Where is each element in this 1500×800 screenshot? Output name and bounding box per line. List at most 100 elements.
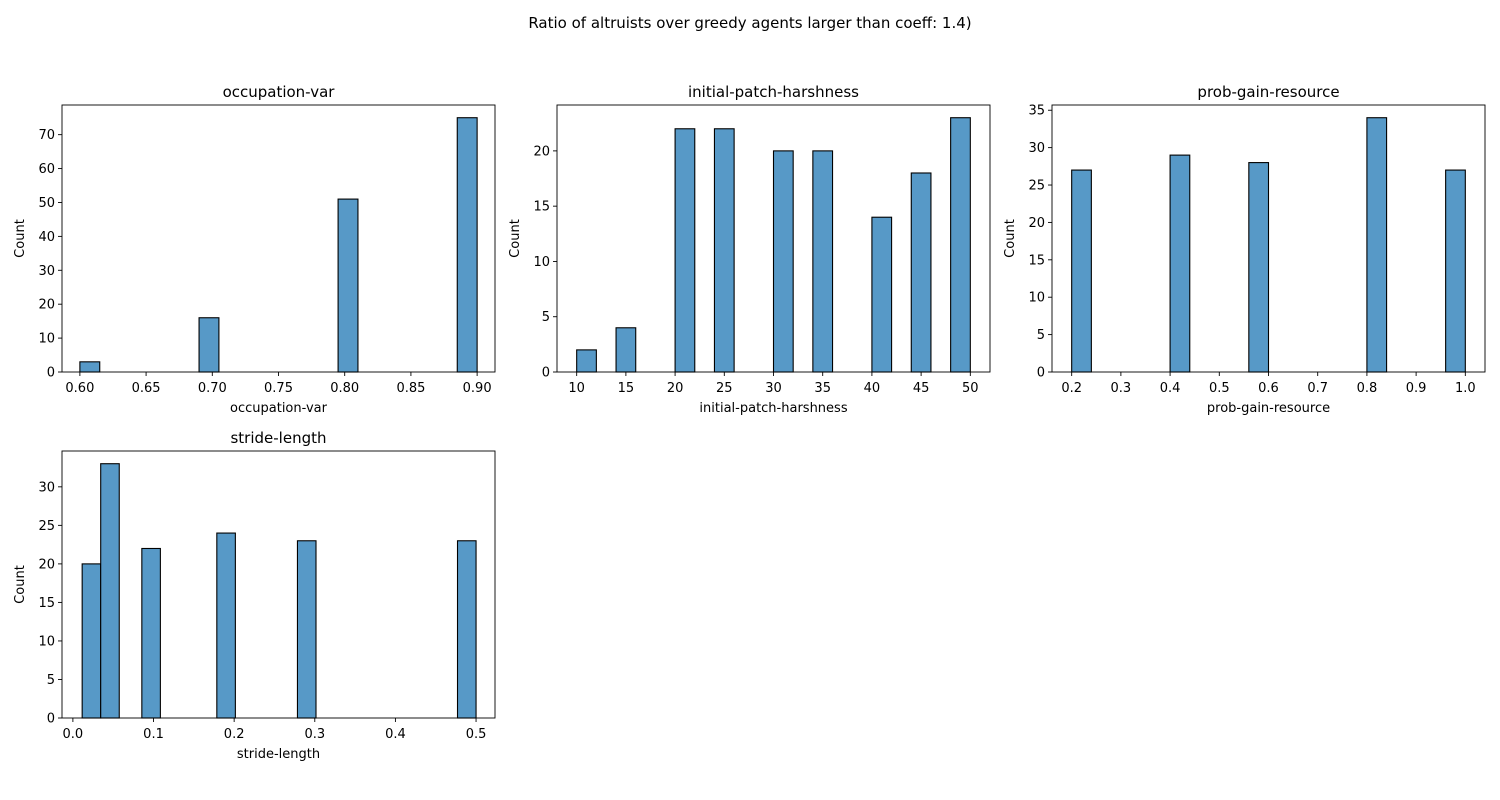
y-tick-label: 10 [1028, 291, 1045, 306]
x-tick-label: 0.4 [1160, 381, 1181, 396]
y-tick-label: 60 [38, 162, 55, 177]
histogram-bar [713, 128, 735, 373]
y-tick-label: 30 [1028, 141, 1045, 156]
figure-suptitle: Ratio of altruists over greedy agents la… [528, 14, 971, 32]
x-axis-label: occupation-var [230, 401, 328, 416]
x-tick-label: 0.75 [264, 381, 293, 396]
histogram-bar [100, 463, 120, 719]
x-tick-label: 50 [962, 381, 979, 396]
histogram-bar [296, 540, 317, 719]
y-tick-label: 0 [542, 366, 550, 381]
y-axis-label: Count [13, 565, 28, 604]
x-tick-label: 0.3 [1111, 381, 1132, 396]
x-tick-label: 30 [765, 381, 782, 396]
axes-frame [61, 450, 496, 719]
histogram-bar [576, 349, 597, 373]
x-tick-label: 0.2 [224, 727, 245, 742]
subplot-title: stride-length [230, 429, 326, 447]
histogram-bar [1169, 154, 1191, 373]
y-tick-label: 0 [1037, 366, 1045, 381]
y-tick-label: 0 [47, 366, 55, 381]
subplot-1: 0.60 0.65 0.70 0.75 0.80 0.85 0.90 0 10 20 30 40 50 6… [13, 83, 496, 416]
histogram-bar [1366, 117, 1388, 373]
y-tick-label: 0 [47, 712, 55, 727]
histogram-bar [81, 563, 102, 719]
x-tick-label: 0.85 [396, 381, 425, 396]
histogram-bar [812, 150, 834, 373]
x-tick-label: 10 [568, 381, 585, 396]
y-tick-label: 10 [38, 634, 55, 649]
histogram-bar [772, 150, 794, 373]
histogram-bar [337, 198, 359, 373]
histogram-bar [674, 128, 696, 373]
y-tick-label: 70 [38, 128, 55, 143]
x-tick-label: 0.6 [1258, 381, 1279, 396]
y-tick-label: 15 [1028, 253, 1045, 268]
x-tick-label: 0.65 [132, 381, 161, 396]
y-tick-label: 40 [38, 230, 55, 245]
y-tick-label: 15 [38, 596, 55, 611]
x-tick-label: 0.8 [1357, 381, 1378, 396]
x-tick-label: 0.5 [466, 727, 487, 742]
x-axis-label: prob-gain-resource [1207, 401, 1330, 416]
x-tick-label: 0.2 [1061, 381, 1082, 396]
y-tick-label: 35 [1028, 104, 1045, 119]
subplot-4: 0.0 0.1 0.2 0.3 0.4 0.5 0 5 10 15 20 25 30 stride-len… [13, 429, 496, 762]
x-tick-label: 0.60 [65, 381, 94, 396]
histogram-bar [216, 532, 236, 719]
subplot-2: 10 15 20 25 30 35 40 45 50 0 5 10 15 20 initial-patch-… [508, 83, 991, 416]
y-tick-label: 10 [38, 332, 55, 347]
y-tick-label: 5 [542, 310, 550, 325]
subplots: 0.60 0.65 0.70 0.75 0.80 0.85 0.90010203040506… [13, 83, 1486, 762]
y-tick-label: 25 [38, 519, 55, 534]
histogram-bar [456, 540, 477, 719]
y-tick-label: 30 [38, 480, 55, 495]
x-tick-label: 15 [618, 381, 635, 396]
histogram-bar [615, 327, 637, 373]
x-tick-label: 0.5 [1209, 381, 1230, 396]
histogram-bar [1071, 169, 1092, 373]
x-tick-label: 0.3 [304, 727, 325, 742]
y-axis-label: Count [508, 219, 523, 258]
x-tick-label: 0.80 [330, 381, 359, 396]
histogram-bar [456, 117, 478, 373]
y-tick-label: 25 [1028, 179, 1045, 194]
x-tick-label: 0.90 [463, 381, 492, 396]
y-tick-label: 30 [38, 264, 55, 279]
x-tick-label: 0.0 [63, 727, 84, 742]
subplot-title: initial-patch-harshness [688, 83, 859, 101]
y-tick-label: 5 [47, 673, 55, 688]
y-tick-label: 15 [533, 200, 550, 215]
y-tick-label: 20 [38, 557, 55, 572]
x-tick-label: 0.4 [385, 727, 406, 742]
y-tick-label: 10 [533, 255, 550, 270]
histogram-bar [79, 361, 101, 373]
histogram-bar [1248, 162, 1270, 373]
y-tick-label: 20 [38, 298, 55, 313]
histogram-bar [950, 117, 971, 373]
x-tick-label: 0.9 [1406, 381, 1427, 396]
histogram-bar [141, 547, 161, 719]
histogram-bar [198, 317, 220, 373]
y-tick-label: 20 [1028, 216, 1045, 231]
x-tick-label: 45 [913, 381, 930, 396]
subplot-title: prob-gain-resource [1197, 83, 1339, 101]
x-tick-label: 0.70 [198, 381, 227, 396]
x-tick-label: 1.0 [1455, 381, 1476, 396]
y-tick-label: 5 [1037, 328, 1045, 343]
x-tick-label: 20 [667, 381, 684, 396]
histogram-bar [871, 216, 893, 373]
x-axis-label: stride-length [237, 747, 320, 762]
y-axis-label: Count [13, 219, 28, 258]
subplot-title: occupation-var [223, 83, 336, 101]
histogram-bar [1445, 169, 1466, 373]
x-tick-label: 25 [716, 381, 733, 396]
subplot-3: 0.2 0.3 0.4 0.5 0.6 0.7 0.8 0.9 1.0 0 5 10 15 20 25 30 3… [1003, 83, 1486, 416]
y-tick-label: 20 [533, 144, 550, 159]
x-tick-label: 0.7 [1307, 381, 1328, 396]
histogram-bar [910, 172, 932, 373]
x-tick-label: 0.1 [143, 727, 164, 742]
y-tick-label: 50 [38, 196, 55, 211]
